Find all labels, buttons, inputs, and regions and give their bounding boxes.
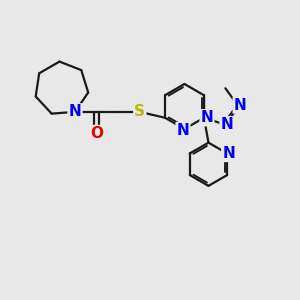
Text: S: S <box>134 104 145 119</box>
Text: N: N <box>201 110 213 125</box>
Text: N: N <box>69 104 81 119</box>
Text: N: N <box>222 146 235 161</box>
Text: N: N <box>234 98 247 112</box>
Text: O: O <box>90 126 103 141</box>
Text: N: N <box>177 123 189 138</box>
Text: N: N <box>220 117 233 132</box>
